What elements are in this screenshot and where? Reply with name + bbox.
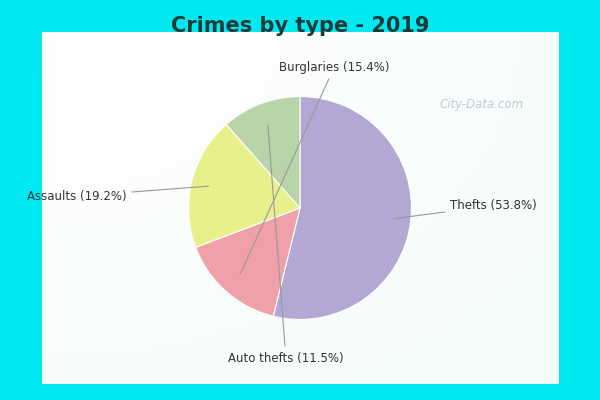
Wedge shape bbox=[273, 96, 412, 320]
Text: City-Data.com: City-Data.com bbox=[440, 98, 524, 111]
Text: Crimes by type - 2019: Crimes by type - 2019 bbox=[171, 16, 429, 36]
Wedge shape bbox=[188, 124, 300, 247]
Wedge shape bbox=[196, 208, 300, 316]
Text: Thefts (53.8%): Thefts (53.8%) bbox=[394, 199, 537, 219]
Wedge shape bbox=[226, 96, 300, 208]
Text: Assaults (19.2%): Assaults (19.2%) bbox=[27, 186, 208, 203]
Text: Burglaries (15.4%): Burglaries (15.4%) bbox=[241, 61, 389, 274]
Text: Auto thefts (11.5%): Auto thefts (11.5%) bbox=[228, 125, 344, 365]
